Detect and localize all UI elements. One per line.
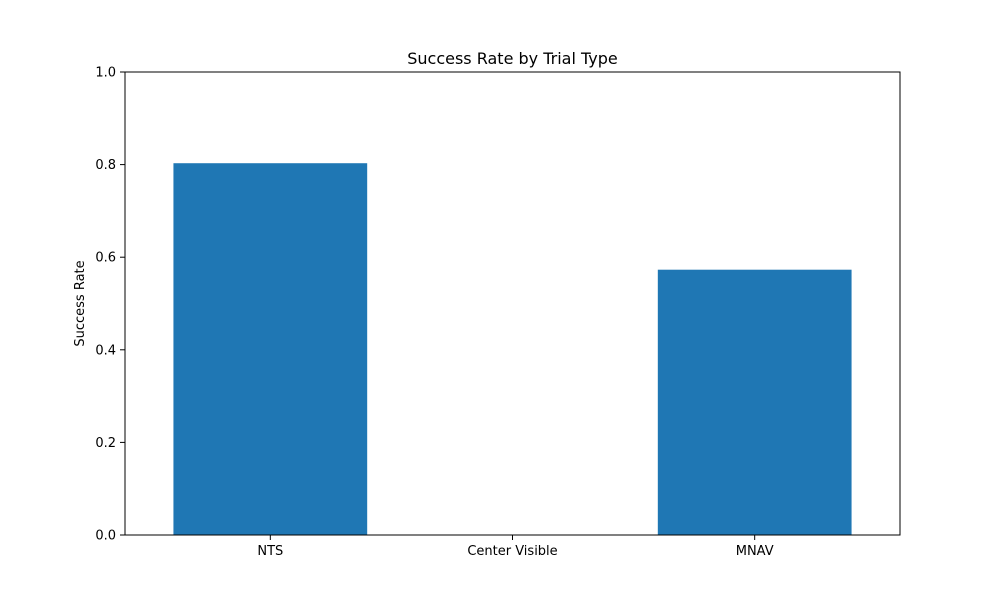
y-tick-label: 0.6 bbox=[95, 251, 116, 266]
chart-title: Success Rate by Trial Type bbox=[407, 49, 618, 68]
bars-layer bbox=[173, 163, 852, 535]
y-axis-label: Success Rate bbox=[73, 260, 88, 346]
x-tick-label: NTS bbox=[257, 544, 283, 559]
y-axis: 0.0 0.2 0.4 0.6 0.8 1.0 bbox=[95, 66, 125, 544]
x-tick-label: Center Visible bbox=[467, 544, 557, 559]
y-tick-label: 0.8 bbox=[95, 158, 116, 173]
x-tick-label: MNAV bbox=[736, 544, 774, 559]
x-axis: NTS Center Visible MNAV bbox=[257, 535, 774, 559]
y-tick-label: 0.2 bbox=[95, 436, 116, 451]
bar-nts bbox=[173, 163, 368, 535]
y-tick-label: 1.0 bbox=[95, 66, 116, 81]
bar-mnav bbox=[657, 269, 852, 535]
y-tick-label: 0.0 bbox=[95, 529, 116, 544]
y-tick-label: 0.4 bbox=[95, 343, 116, 358]
plot-frame bbox=[124, 71, 901, 536]
